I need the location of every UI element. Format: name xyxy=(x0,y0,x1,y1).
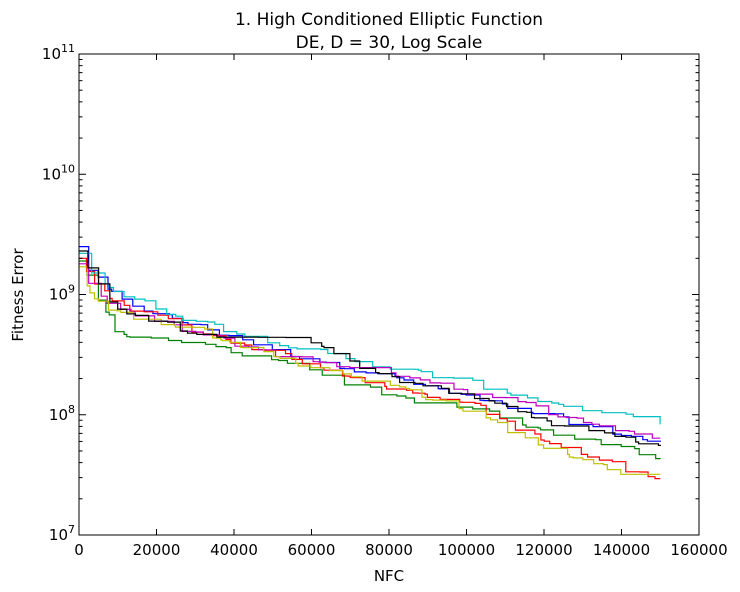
y-tick-label-3: 1010 xyxy=(42,162,75,183)
y-tick-label-1: 108 xyxy=(49,403,75,424)
series-layer xyxy=(79,246,661,480)
x-axis-label: NFC xyxy=(374,567,404,585)
series-line-5 xyxy=(79,263,661,439)
chart-title-line-1: 1. High Conditioned Elliptic Function xyxy=(235,10,543,30)
x-tick-label-0: 0 xyxy=(74,541,84,559)
plot-frame xyxy=(78,53,700,536)
x-axis-ticks: 0 20000 40000 60000 80000 100000 120000 140000 1… xyxy=(74,54,728,559)
x-tick-label-7: 140000 xyxy=(593,541,650,559)
series-line-3 xyxy=(79,257,661,480)
x-tick-label-5: 100000 xyxy=(438,541,495,559)
x-tick-label-8: 160000 xyxy=(670,541,727,559)
y-tick-label-4: 1011 xyxy=(42,42,75,63)
series-line-7 xyxy=(79,250,661,446)
y-axis-label: Fitness Error xyxy=(9,248,27,342)
x-tick-label-1: 20000 xyxy=(133,541,181,559)
x-tick-label-2: 40000 xyxy=(210,541,258,559)
x-tick-label-4: 80000 xyxy=(365,541,413,559)
series-line-1 xyxy=(79,246,661,442)
y-tick-label-0: 107 xyxy=(49,523,75,544)
series-line-2 xyxy=(79,260,661,460)
y-axis-ticks: 107 108 109 1010 1011 xyxy=(42,42,699,544)
chart-title-line-2: DE, D = 30, Log Scale xyxy=(296,33,483,53)
x-tick-label-3: 60000 xyxy=(288,541,336,559)
series-line-6 xyxy=(79,266,661,475)
x-tick-label-6: 120000 xyxy=(515,541,572,559)
y-tick-label-2: 109 xyxy=(49,283,75,304)
